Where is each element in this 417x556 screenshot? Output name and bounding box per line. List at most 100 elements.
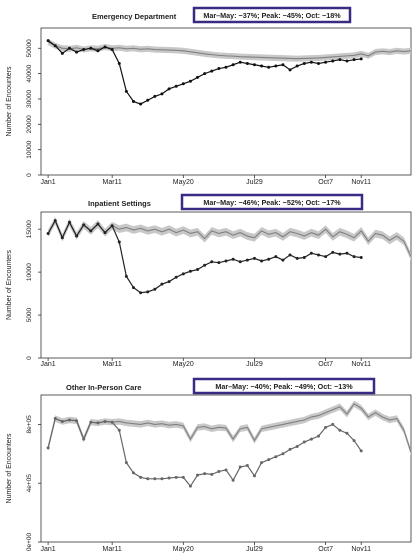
observed-point (75, 234, 79, 238)
observed-point (324, 60, 328, 64)
x-tick-label: Oct7 (318, 179, 333, 186)
observed-point (260, 461, 264, 465)
observed-point (96, 222, 100, 226)
expected-confidence-band (48, 216, 411, 261)
annotation-box (192, 6, 352, 24)
expected-confidence-band (48, 400, 411, 456)
y-tick-label: 20000 (26, 115, 33, 133)
observed-point (46, 231, 50, 235)
observed-point (309, 251, 313, 255)
observed-point (210, 69, 214, 73)
observed-point (309, 437, 313, 441)
chart-panel-2: Inpatient Settings Mar–May: −46%; Peak: −… (6, 193, 412, 368)
y-tick-label: 15000 (26, 220, 33, 238)
observed-point (245, 61, 249, 65)
x-tick-label: Oct7 (318, 361, 333, 368)
observed-point (188, 484, 192, 488)
observed-point (267, 257, 271, 261)
observed-point (203, 72, 207, 76)
observed-point (359, 449, 363, 453)
observed-point (60, 51, 64, 55)
observed-point (281, 452, 285, 456)
observed-point (324, 425, 328, 429)
observed-point (274, 255, 278, 259)
observed-point (352, 255, 356, 259)
observed-point (89, 229, 93, 233)
plot-frame (40, 394, 412, 543)
observed-point (281, 258, 285, 262)
observed-point (238, 465, 242, 469)
observed-point (160, 477, 164, 481)
observed-point (103, 231, 107, 235)
observed-point (96, 421, 100, 425)
y-tick-label: 30000 (26, 90, 33, 108)
x-tick-label: Jul29 (246, 179, 263, 186)
observed-point (110, 420, 114, 424)
observed-point (224, 468, 228, 472)
observed-point (46, 446, 50, 450)
annotation-text: Mar–May: −46%; Peak: −52%; Oct: −17% (203, 198, 341, 207)
observed-point (153, 477, 157, 481)
observed-point (82, 437, 86, 441)
observed-point (331, 250, 335, 254)
observed-point (89, 46, 93, 50)
observed-point (295, 444, 299, 448)
observed-point (359, 256, 363, 260)
observed-point (224, 259, 228, 263)
annotation-text: Mar–May: −37%; Peak: −45%; Oct: −18% (203, 11, 341, 20)
observed-point (302, 440, 306, 444)
x-tick-label: Jul29 (246, 361, 263, 368)
observed-point (103, 419, 107, 423)
observed-point (153, 287, 157, 291)
observed-point (53, 219, 57, 223)
observed-point (188, 79, 192, 83)
observed-point (132, 100, 135, 103)
observed-point (174, 84, 178, 88)
observed-point (146, 98, 150, 102)
observed-point (110, 48, 114, 52)
observed-point (309, 60, 313, 64)
x-tick-label: May20 (173, 361, 194, 368)
observed-point (139, 102, 143, 106)
y-tick-label: 0 (26, 356, 33, 360)
y-tick-label: 10000 (26, 140, 33, 158)
observed-point (181, 475, 185, 479)
observed-point (124, 89, 128, 93)
observed-point (203, 472, 207, 476)
observed-point (181, 82, 185, 86)
observed-point (139, 291, 143, 295)
observed-point (317, 434, 320, 438)
observed-point (117, 240, 121, 244)
observed-point (67, 46, 71, 50)
observed-point (153, 94, 157, 98)
observed-point (167, 280, 171, 284)
observed-point (352, 58, 356, 62)
observed-point (260, 259, 264, 263)
observed-point (60, 419, 64, 423)
observed-point (196, 473, 200, 477)
observed-point (302, 256, 306, 260)
observed-point (160, 282, 164, 286)
observed-point (167, 87, 171, 91)
plot-frame (40, 27, 412, 176)
x-tick-label: Oct7 (318, 546, 333, 553)
observed-point (238, 60, 242, 64)
observed-point (210, 260, 214, 264)
chart-title: Emergency Department (92, 12, 177, 21)
x-tick-label: Jan1 (41, 361, 56, 368)
observed-point (167, 476, 171, 480)
y-tick-label: 5000 (26, 307, 33, 322)
observed-point (82, 48, 86, 52)
observed-point (231, 257, 235, 261)
observed-point (132, 471, 135, 475)
observed-point (67, 220, 71, 224)
observed-point (188, 269, 192, 273)
observed-point (252, 256, 256, 260)
chart-panel-1: Emergency Department Mar–May: −37%; Peak:… (6, 6, 412, 186)
observed-point (60, 236, 64, 240)
annotation-text: Mar–May: −40%; Peak: −49%; Oct: −13% (215, 382, 353, 391)
x-tick-label: Mar11 (102, 546, 121, 553)
observed-point (260, 64, 264, 68)
observed-point (317, 253, 320, 257)
observed-point (160, 92, 164, 96)
